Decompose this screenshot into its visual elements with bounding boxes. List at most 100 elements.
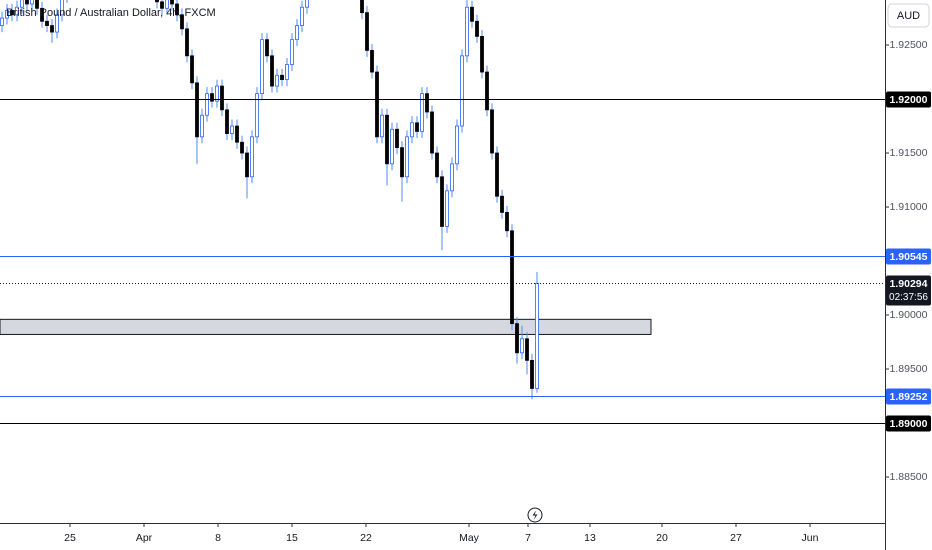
candle-body	[420, 93, 424, 132]
price-label: 1.89252	[890, 391, 928, 403]
candle-body	[245, 152, 249, 178]
y-tick-label: 1.90000	[890, 309, 928, 321]
candle-body	[180, 14, 184, 30]
candle-body	[455, 125, 459, 165]
x-tick-label: Jun	[802, 532, 819, 544]
candle-body	[290, 39, 294, 65]
candle-body	[465, 6, 469, 57]
candle-body	[400, 147, 404, 178]
candle-body	[525, 338, 529, 361]
candle-body	[440, 176, 444, 227]
candle-body	[35, 0, 39, 9]
candle-body	[25, 0, 29, 5]
candle-body	[405, 136, 409, 178]
candle-body	[425, 93, 429, 113]
candle-body	[215, 85, 219, 102]
candle-body	[410, 122, 414, 138]
currency[interactable]: AUD	[897, 10, 920, 22]
candle-body	[55, 14, 59, 33]
candle-body	[415, 122, 419, 132]
x-tick-label: 20	[656, 532, 668, 544]
candle-body	[210, 93, 214, 102]
candle-body	[385, 114, 389, 165]
candle-body	[195, 82, 199, 138]
candle-body	[535, 282, 539, 389]
candle-body	[230, 125, 234, 134]
x-tick-label: 25	[64, 532, 76, 544]
price-label-box	[886, 91, 931, 108]
candle-body	[375, 71, 379, 138]
candle-body	[250, 136, 254, 178]
candle-body	[360, 0, 364, 14]
axes: 1.92500 1.91500 1.91000 1.90000 1.89500 1.885…	[64, 39, 931, 544]
candle-body	[185, 28, 189, 57]
candle-body	[275, 74, 279, 87]
price-label: 1.89000	[890, 418, 928, 430]
x-tick-label: 7	[525, 532, 531, 544]
candle-body	[30, 0, 34, 5]
candle-body	[50, 25, 54, 33]
candle-body	[160, 1, 164, 9]
candle-body	[295, 25, 299, 41]
candle-body	[390, 128, 394, 165]
x-tick-label: 15	[286, 532, 298, 544]
candle-body	[60, 0, 64, 16]
plot-area	[0, 0, 885, 424]
candle-body	[5, 10, 9, 19]
candle-body	[270, 55, 274, 87]
candle-body	[165, 0, 169, 9]
zone	[0, 318, 652, 335]
candle-body	[235, 125, 239, 143]
y-tick-label: 1.91000	[890, 201, 928, 213]
candle-body	[220, 85, 224, 111]
candle-body	[155, 0, 159, 3]
candle-body	[380, 114, 384, 138]
x-tick-label: 22	[360, 532, 372, 544]
candle-body	[495, 152, 499, 197]
candle-body	[300, 6, 304, 26]
candle-body	[520, 338, 524, 354]
price-label: 1.90545	[890, 251, 928, 263]
candle-body	[10, 10, 14, 16]
y-tick-label: 1.89500	[890, 363, 928, 375]
candle-body	[175, 3, 179, 16]
x-tick-label: 8	[215, 532, 221, 544]
currency-button[interactable]	[887, 3, 930, 28]
candle-body	[240, 141, 244, 154]
x-tick-label: 13	[584, 532, 596, 544]
replay-icon[interactable]	[527, 507, 543, 523]
candle-body	[490, 109, 494, 154]
candle-body	[430, 111, 434, 154]
candle-body	[475, 20, 479, 37]
candle-body	[205, 93, 209, 116]
x-tick-label: May	[459, 532, 480, 544]
price-label-box	[886, 415, 931, 432]
candle-body	[505, 212, 509, 232]
candle-body	[200, 114, 204, 138]
candle-body	[500, 195, 504, 213]
candle-body	[530, 359, 534, 389]
candle-body	[265, 39, 269, 57]
candle-body	[40, 7, 44, 22]
candle-body	[515, 323, 519, 354]
last-price-box	[886, 275, 931, 306]
candle-body	[170, 0, 174, 5]
candle-body	[285, 64, 289, 80]
candle-body	[260, 39, 264, 95]
y-tick-label: 1.91500	[890, 147, 928, 159]
candle-body	[190, 55, 194, 84]
price-label-box	[886, 248, 931, 265]
candle-body	[365, 12, 369, 51]
candle-body	[0, 17, 4, 26]
candle-body	[480, 35, 484, 73]
price-label: 1.92000	[890, 94, 928, 106]
x-tick-label: Apr	[136, 532, 153, 544]
candle-body	[445, 190, 449, 227]
y-tick-label: 1.88500	[890, 471, 928, 483]
countdown: 02:37:56	[889, 292, 928, 303]
candle-body	[510, 230, 514, 325]
candle-body	[305, 0, 309, 8]
candle-body	[225, 109, 229, 134]
